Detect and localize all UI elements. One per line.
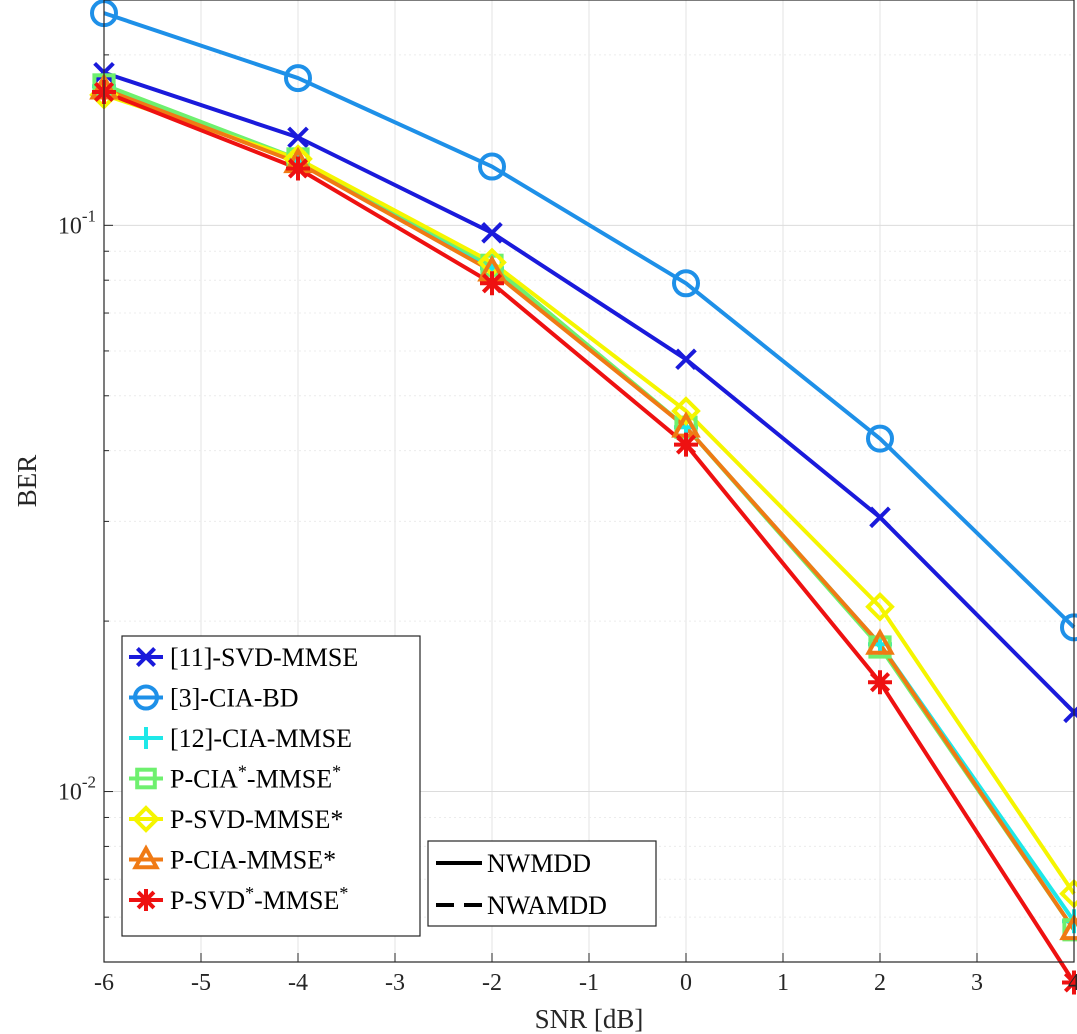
x-tick-label: -5 (191, 970, 211, 996)
x-tick-label: -6 (94, 970, 114, 996)
data-point-6-4 (868, 670, 892, 695)
data-point-1-4 (866, 424, 894, 453)
x-tick-label: 1 (777, 970, 789, 996)
x-tick-label: -3 (385, 970, 405, 996)
data-point-1-5 (1060, 613, 1077, 642)
x-tick-label: -1 (579, 970, 599, 996)
series-line-0 (103, 70, 1076, 714)
data-point-4-5 (1059, 878, 1077, 909)
data-point-1-2 (478, 152, 506, 181)
legend-label-5: P-CIA-MMSE* (170, 846, 336, 875)
linestyle-legend-box (427, 840, 657, 927)
data-point-5-4 (865, 628, 895, 655)
x-tick-label: 4 (1068, 970, 1077, 996)
data-point-1-1 (284, 64, 312, 93)
y-tick-label: 10-1 (58, 206, 96, 239)
legend-marker-5 (132, 844, 160, 870)
x-tick-label: -4 (288, 970, 308, 996)
data-point-0-1 (287, 126, 309, 149)
legend: [11]-SVD-MMSE [3]-CIA-BD [12]-CIA-MMSE P-CI… (121, 635, 421, 937)
data-point-6-3 (674, 432, 698, 457)
data-point-1-3 (672, 269, 700, 298)
x-tick-label: 0 (680, 970, 692, 996)
legend-marker-2 (135, 727, 157, 749)
data-point-0-4 (869, 506, 891, 529)
series-lines (103, 11, 1076, 984)
series-line-5 (103, 87, 1076, 931)
x-tick-label: 3 (971, 970, 983, 996)
legend-label-3: P-CIA*-MMSE* (170, 762, 341, 794)
data-point-6-1 (286, 156, 310, 181)
x-tick-label: -2 (482, 970, 502, 996)
legend-marker-6 (135, 889, 157, 911)
y-tick-label: 10-2 (58, 773, 96, 806)
legend-label-2: [12]-CIA-MMSE (170, 724, 352, 753)
linestyle-legend: NWMDD NWAMDD (427, 840, 657, 927)
data-point-6-2 (480, 271, 504, 296)
legend-label-0: [11]-SVD-MMSE (170, 643, 358, 672)
legend-marker-1 (133, 684, 159, 711)
data-point-4-4 (865, 591, 895, 622)
series-line-1 (103, 11, 1076, 629)
series-line-6 (103, 90, 1076, 984)
legend-marker-3 (135, 767, 157, 790)
legend-label-6: P-SVD*-MMSE* (170, 883, 348, 915)
linestyle-label-1: NWAMDD (487, 891, 607, 920)
y-axis-ticks: 10-1 10-2 (58, 54, 113, 963)
legend-box (121, 635, 421, 937)
y-axis-label: BER (12, 455, 42, 508)
series-line-4 (103, 92, 1076, 895)
data-point-0-5 (1063, 701, 1077, 724)
x-axis-ticks: -6 -5 -4 -3 -2 -1 0 1 2 3 4 (94, 953, 1077, 996)
x-axis-label: SNR [dB] (535, 1004, 644, 1034)
x-tick-label: 2 (874, 970, 886, 996)
data-point-4-3 (671, 396, 701, 426)
series-markers (89, 0, 1077, 995)
data-point-0-3 (675, 348, 697, 371)
linestyle-label-0: NWMDD (487, 849, 591, 878)
legend-label-4: P-SVD-MMSE* (170, 805, 343, 834)
data-point-6-5 (1062, 970, 1077, 995)
legend-marker-0 (136, 647, 156, 667)
legend-marker-4 (132, 805, 160, 833)
data-point-0-2 (481, 222, 503, 244)
legend-label-1: [3]-CIA-BD (170, 684, 299, 713)
